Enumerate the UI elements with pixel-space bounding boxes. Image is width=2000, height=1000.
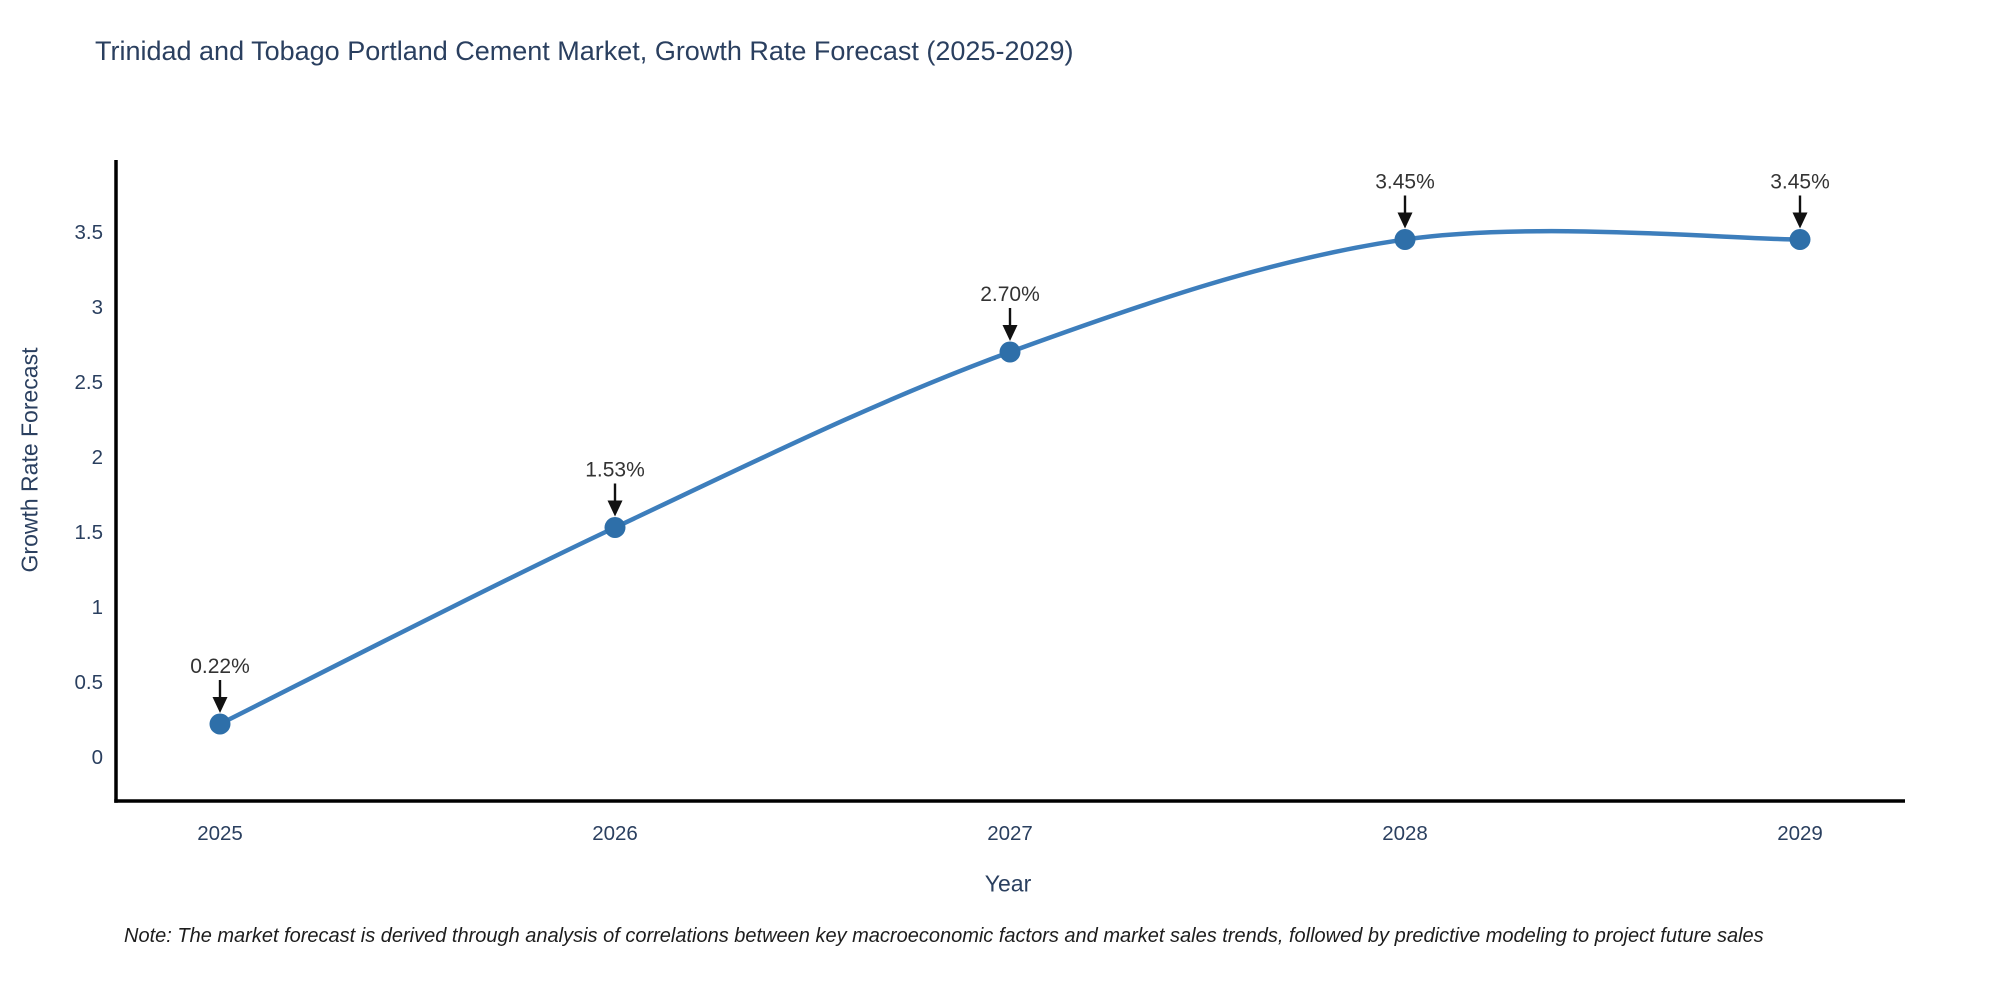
x-tick-label: 2026 <box>592 822 638 845</box>
footnote-text: Note: The market forecast is derived thr… <box>124 925 1764 947</box>
data-point-label: 2.70% <box>980 283 1040 306</box>
data-point-marker <box>1789 229 1811 250</box>
x-tick-label: 2025 <box>197 822 243 845</box>
y-axis-title: Growth Rate Forecast <box>16 347 43 573</box>
y-tick-label: 3 <box>92 296 103 319</box>
data-point-label: 1.53% <box>585 459 645 482</box>
data-point-label: 3.45% <box>1375 171 1435 194</box>
data-point-marker <box>1394 229 1416 250</box>
x-tick-label: 2027 <box>987 822 1033 845</box>
x-axis-title: Year <box>984 870 1032 897</box>
data-point-marker <box>604 517 626 538</box>
y-tick-label: 2.5 <box>75 371 104 394</box>
y-tick-label: 2 <box>92 446 103 469</box>
y-tick-label: 1.5 <box>75 521 104 544</box>
y-tick-label: 1 <box>92 596 103 619</box>
x-tick-label: 2028 <box>1382 822 1428 845</box>
x-tick-label: 2029 <box>1777 822 1823 845</box>
y-tick-label: 3.5 <box>75 221 104 244</box>
data-point-marker <box>209 713 231 735</box>
data-point-label: 3.45% <box>1770 171 1830 194</box>
annotation-arrowhead-icon <box>1002 325 1018 341</box>
annotation-arrowhead-icon <box>212 697 228 713</box>
y-tick-label: 0.5 <box>75 671 104 694</box>
chart-title: Trinidad and Tobago Portland Cement Mark… <box>95 36 1074 66</box>
data-point-marker <box>999 341 1021 363</box>
annotation-arrowhead-icon <box>607 500 623 517</box>
y-tick-label: 0 <box>92 746 103 769</box>
data-point-label: 0.22% <box>190 655 250 678</box>
annotation-arrowhead-icon <box>1792 212 1808 229</box>
annotation-arrowhead-icon <box>1397 212 1413 229</box>
